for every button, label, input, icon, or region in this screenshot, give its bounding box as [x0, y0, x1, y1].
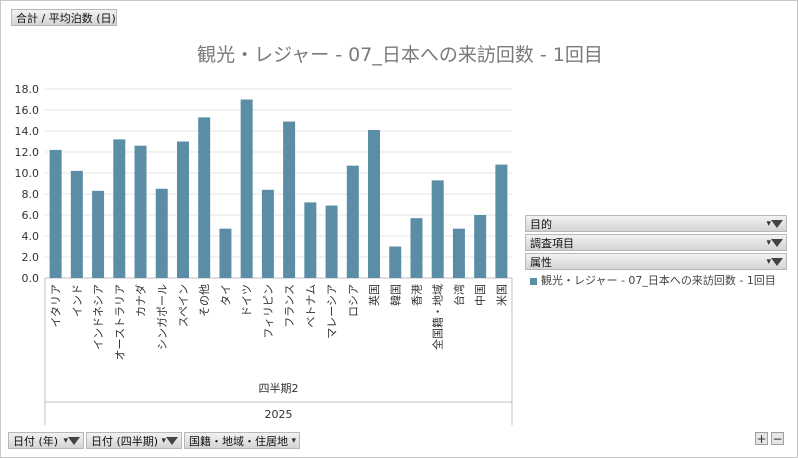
filter-funnel-icon [771, 257, 783, 266]
x-tick-label: ベトナム [304, 284, 317, 328]
value-field-label: 合計 / 平均泊数 (日) [16, 12, 116, 25]
bar [474, 215, 487, 278]
x-tick-label: ドイツ [241, 284, 254, 317]
bar [431, 180, 444, 278]
axis-field-country-label: 国籍・地域・住居地 [189, 435, 288, 448]
axis-field-quarter[interactable]: 日付 (四半期) ▾ [86, 432, 182, 449]
axis-dropdown-icon[interactable]: ▾ [161, 433, 178, 448]
zoom-out-button[interactable]: − [771, 432, 784, 446]
y-tick-label: 6.0 [22, 209, 40, 222]
axis-dropdown-icon[interactable]: ▾ [291, 436, 296, 446]
filter-dropdown-icon[interactable]: ▾ [766, 235, 783, 250]
x-group-label-year: 2025 [265, 408, 293, 421]
bar [176, 141, 189, 278]
bar [283, 121, 296, 278]
x-tick-label: 台湾 [452, 284, 466, 306]
y-tick-label: 4.0 [22, 230, 40, 243]
x-tick-label: カナダ [134, 284, 148, 317]
x-tick-label: フランス [283, 284, 296, 328]
bar [155, 188, 168, 278]
x-tick-label: インドネシア [92, 284, 105, 350]
legend-swatch [530, 277, 537, 285]
bar [495, 164, 508, 278]
chart-title: 観光・レジャー - 07_日本への来訪回数 - 1回目 [197, 44, 603, 66]
axis-funnel-icon [166, 436, 178, 445]
x-tick-label: 中国 [474, 284, 487, 306]
y-tick-label: 14.0 [15, 125, 40, 138]
filter-funnel-icon [771, 219, 783, 228]
x-tick-label: マレーシア [326, 284, 339, 339]
filter-field-attribute-label: 属性 [530, 256, 552, 269]
x-tick-label: タイ [219, 284, 232, 306]
axis-field-quarter-label: 日付 (四半期) [91, 435, 159, 448]
x-tick-label: 英国 [367, 284, 381, 306]
filter-field-attribute[interactable]: 属性 ▾ [525, 253, 787, 270]
x-tick-label: インド [71, 284, 84, 317]
bar [113, 139, 126, 278]
x-tick-label: オーストラリア [113, 284, 126, 360]
x-tick-label: 全国籍・地域 [431, 284, 445, 350]
filter-field-survey-item-label: 調査項目 [530, 237, 574, 250]
y-tick-label: 8.0 [22, 188, 40, 201]
bar [410, 218, 423, 278]
bar [452, 228, 465, 278]
bar [198, 117, 211, 278]
filter-field-purpose[interactable]: 目的 ▾ [525, 215, 787, 232]
bar [240, 99, 253, 278]
filter-field-purpose-label: 目的 [530, 218, 552, 231]
zoom-in-button[interactable]: + [755, 432, 768, 446]
legend-label: 観光・レジャー - 07_日本への来訪回数 - 1回目 [541, 274, 776, 287]
bar [219, 228, 232, 278]
x-tick-label: 香港 [410, 284, 423, 306]
y-tick-label: 18.0 [15, 83, 40, 96]
x-tick-label: フィリピン [262, 284, 275, 339]
bar [389, 246, 402, 278]
bar [325, 205, 338, 278]
x-tick-label: 米国 [495, 284, 508, 306]
y-tick-label: 16.0 [15, 104, 40, 117]
filter-dropdown-icon[interactable]: ▾ [766, 216, 783, 231]
y-tick-label: 0.0 [22, 272, 40, 285]
axis-field-year-label: 日付 (年) [13, 435, 59, 448]
bar [70, 170, 83, 278]
value-field-button[interactable]: 合計 / 平均泊数 (日) [11, 9, 117, 26]
axis-field-country[interactable]: 国籍・地域・住居地 ▾ [184, 432, 300, 449]
axis-funnel-icon [68, 436, 80, 445]
filter-field-survey-item[interactable]: 調査項目 ▾ [525, 234, 787, 251]
bar [304, 202, 317, 278]
y-tick-label: 2.0 [22, 251, 40, 264]
x-tick-label: 韓国 [389, 284, 402, 306]
bar [134, 145, 147, 278]
x-group-label-quarter: 四半期2 [259, 381, 299, 395]
bar [368, 129, 381, 278]
legend-entry: 観光・レジャー - 07_日本への来訪回数 - 1回目 [530, 272, 776, 288]
bar [346, 165, 359, 278]
axis-dropdown-icon[interactable]: ▾ [63, 433, 80, 448]
bar [261, 189, 274, 278]
y-tick-label: 10.0 [15, 167, 40, 180]
bar [49, 149, 62, 278]
x-tick-label: シンガポール [156, 284, 169, 350]
bar [92, 190, 105, 278]
filter-dropdown-icon[interactable]: ▾ [766, 254, 783, 269]
axis-field-year[interactable]: 日付 (年) ▾ [8, 432, 84, 449]
x-tick-label: スペイン [177, 284, 190, 327]
y-tick-label: 12.0 [15, 146, 40, 159]
filter-funnel-icon [771, 238, 783, 247]
x-tick-label: その他 [198, 284, 211, 317]
x-tick-label: ロシア [347, 284, 360, 317]
x-tick-label: イタリア [50, 284, 63, 328]
